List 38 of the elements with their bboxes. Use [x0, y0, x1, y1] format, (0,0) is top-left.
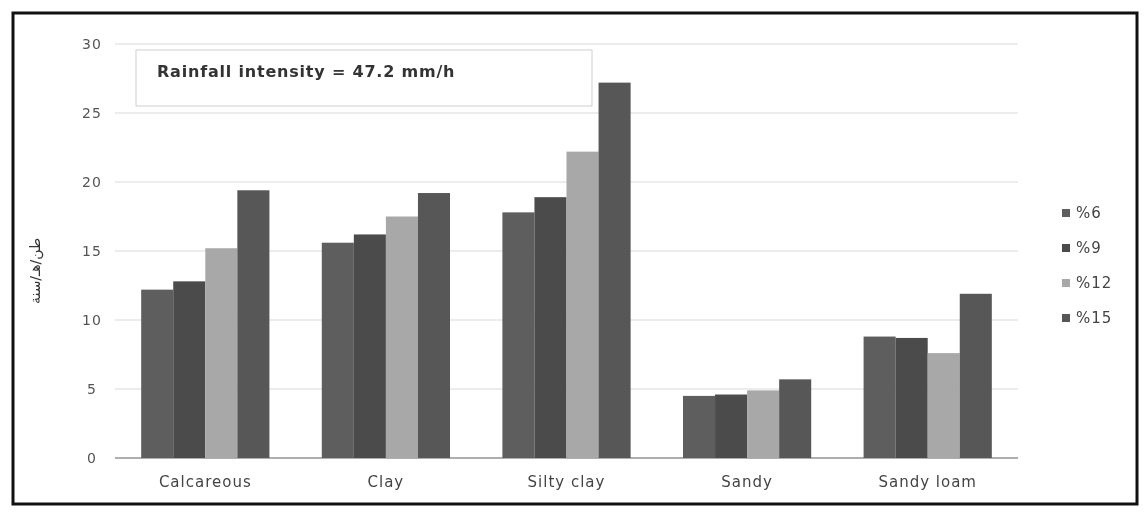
y-tick-label: 30	[82, 35, 102, 52]
bar	[566, 151, 599, 458]
bar	[173, 281, 206, 458]
x-tick-label: Silty clay	[527, 473, 606, 491]
y-tick-label: 25	[82, 104, 102, 121]
bar	[598, 82, 631, 458]
legend-label: %12	[1076, 274, 1113, 293]
y-tick-label: 15	[82, 242, 102, 259]
bar	[353, 234, 386, 458]
bar	[534, 197, 567, 458]
bar	[959, 293, 992, 458]
legend-label: %6	[1076, 204, 1102, 223]
bar	[417, 193, 451, 458]
x-tick-label: Sandy loam	[878, 473, 977, 491]
x-tick-label: Clay	[367, 473, 405, 491]
bar	[927, 353, 960, 458]
bar	[715, 394, 748, 458]
bar	[205, 248, 238, 458]
bar	[779, 379, 812, 458]
y-tick-label: 0	[87, 449, 97, 466]
legend-label: %9	[1076, 239, 1102, 258]
bar	[141, 289, 174, 458]
bar	[863, 336, 896, 458]
y-tick-label: 5	[87, 380, 97, 397]
bar	[895, 337, 928, 458]
legend-label: %15	[1076, 309, 1113, 328]
bar	[321, 242, 354, 458]
bar	[747, 390, 780, 458]
bar	[385, 216, 418, 458]
bar	[237, 190, 270, 458]
annotation: Rainfall intensity = 47.2 mm/h	[157, 62, 456, 81]
y-tick-label: 20	[82, 173, 102, 190]
bar	[682, 395, 716, 458]
x-tick-label: Calcareous	[158, 473, 252, 491]
bar	[502, 212, 535, 458]
x-tick-label: Sandy	[721, 473, 773, 491]
y-axis-title: طن/هـ/سنة	[27, 237, 44, 305]
y-tick-label: 10	[82, 311, 102, 328]
